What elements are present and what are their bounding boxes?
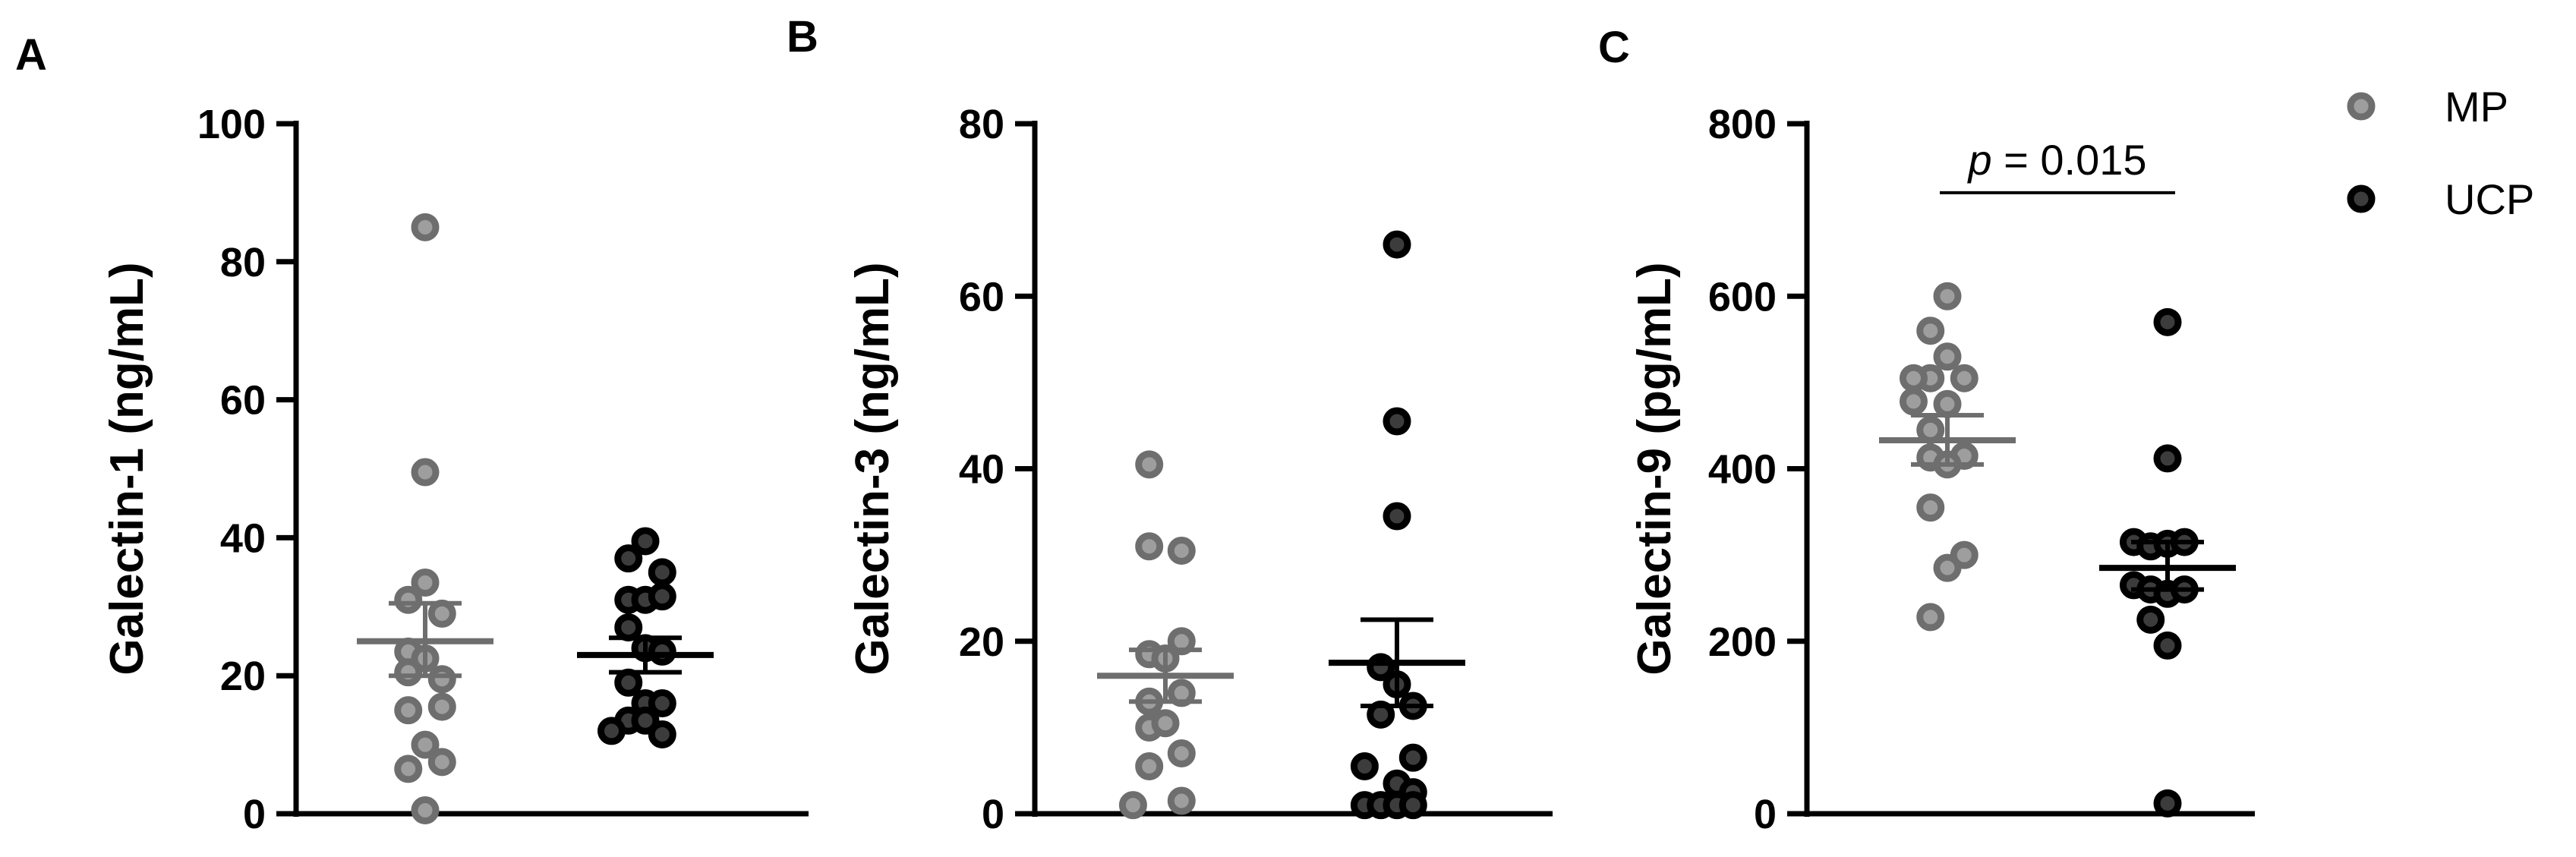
data-point-mp	[1933, 389, 1962, 418]
data-point-ucp	[614, 544, 643, 573]
data-point-mp	[394, 658, 423, 687]
y-tick-label: 0	[982, 792, 1004, 837]
data-point-ucp	[2153, 789, 2182, 818]
data-point-ucp	[648, 637, 676, 666]
y-tick-label: 80	[220, 240, 266, 285]
data-point-ucp	[2153, 444, 2182, 473]
y-axis-label: Galectin-1 (ng/mL)	[101, 262, 153, 675]
data-point-mp	[427, 665, 456, 694]
data-point-mp	[394, 755, 423, 783]
legend-label-ucp: UCP	[2445, 175, 2534, 223]
data-point-mp	[1916, 603, 1945, 632]
y-tick-label: 40	[959, 447, 1004, 493]
data-point-mp	[411, 568, 440, 597]
y-axis-label: Galectin-9 (pg/mL)	[1629, 262, 1681, 675]
y-tick-label: 60	[959, 274, 1004, 320]
panel-letter-c: C	[1598, 23, 1630, 72]
data-point-mp	[1899, 387, 1928, 416]
panel-a: A 0 20 40 60 80 100 Galectin-1 (ng/mL)	[15, 30, 809, 837]
panel-b: B 0 20 40 60 80 Galectin-3 (ng/mL)	[787, 12, 1553, 837]
data-point-mp	[1135, 532, 1164, 561]
p-value-annotation: p = 0.015	[1966, 136, 2146, 184]
y-tick-label: 80	[959, 102, 1004, 147]
y-tick-label: 600	[1708, 274, 1777, 320]
data-point-mp	[394, 696, 423, 725]
data-point-mp	[1118, 791, 1147, 820]
data-point-mp	[1950, 364, 1979, 392]
data-point-mp	[1167, 536, 1196, 565]
y-axis-label: Galectin-3 (ng/mL)	[847, 262, 899, 675]
y-tick-label: 20	[220, 654, 266, 699]
data-point-ucp	[1383, 502, 1411, 531]
y-tick-label: 0	[243, 792, 266, 837]
data-point-ucp	[1350, 752, 1379, 781]
data-point-mp	[1167, 739, 1196, 767]
legend-label-mp: MP	[2445, 83, 2508, 131]
data-point-ucp	[648, 558, 676, 587]
data-point-mp	[1933, 342, 1962, 371]
y-tick-label: 200	[1708, 619, 1777, 665]
data-point-ucp	[648, 720, 676, 748]
legend-marker-mp	[2347, 92, 2376, 121]
panel-letter-b: B	[787, 12, 818, 61]
data-point-ucp	[648, 689, 676, 718]
p-value-text: = 0.015	[1992, 136, 2147, 184]
data-point-mp	[427, 692, 456, 721]
data-point-mp	[1151, 709, 1180, 738]
data-point-ucp	[2153, 631, 2182, 660]
legend-marker-ucp	[2347, 184, 2376, 213]
y-tick-label: 0	[1754, 792, 1777, 837]
panel-letter-a: A	[15, 30, 47, 80]
data-point-ucp	[631, 706, 660, 735]
data-point-mp	[1916, 317, 1945, 345]
y-tick-label: 400	[1708, 447, 1777, 493]
data-point-mp	[1933, 282, 1962, 310]
y-tick-label: 20	[959, 619, 1004, 665]
data-point-ucp	[614, 613, 643, 642]
data-point-ucp	[1398, 791, 1427, 820]
data-point-mp	[1135, 752, 1164, 781]
data-point-mp	[1167, 786, 1196, 815]
data-point-mp	[427, 748, 456, 777]
data-point-mp	[1933, 553, 1962, 582]
y-tick-label: 60	[220, 378, 266, 424]
data-point-ucp	[2153, 307, 2182, 336]
p-symbol: p	[1966, 136, 1991, 184]
y-tick-label: 40	[220, 515, 266, 561]
data-point-ucp	[648, 582, 676, 611]
data-point-mp	[427, 599, 456, 628]
data-point-ucp	[614, 668, 643, 697]
data-point-ucp	[1398, 743, 1427, 772]
y-tick-label: 100	[197, 102, 266, 147]
data-point-ucp	[1383, 407, 1411, 436]
data-point-ucp	[2136, 605, 2165, 634]
panel-c: C 0 200 400 600 800 Galectin-9 (pg/mL) p = 0.01…	[1598, 23, 2255, 837]
y-tick-label: 800	[1708, 102, 1777, 147]
data-point-mp	[411, 458, 440, 487]
data-point-mp	[411, 730, 440, 759]
data-point-mp	[411, 796, 440, 824]
data-point-mp	[1916, 493, 1945, 522]
legend: MP UCP	[2347, 83, 2534, 223]
data-point-mp	[1135, 450, 1164, 479]
data-point-ucp	[1383, 230, 1411, 259]
data-point-mp	[1899, 364, 1928, 392]
data-point-ucp	[631, 527, 660, 556]
data-point-ucp	[597, 717, 626, 745]
data-point-mp	[394, 585, 423, 614]
data-point-mp	[411, 213, 440, 241]
